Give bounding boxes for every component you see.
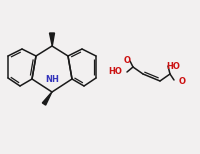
Text: NH: NH (45, 75, 59, 85)
Text: O: O (124, 56, 130, 65)
Text: O: O (179, 77, 186, 85)
Polygon shape (42, 92, 52, 105)
Polygon shape (50, 33, 54, 46)
Text: HO: HO (166, 62, 180, 71)
Text: HO: HO (108, 67, 122, 77)
